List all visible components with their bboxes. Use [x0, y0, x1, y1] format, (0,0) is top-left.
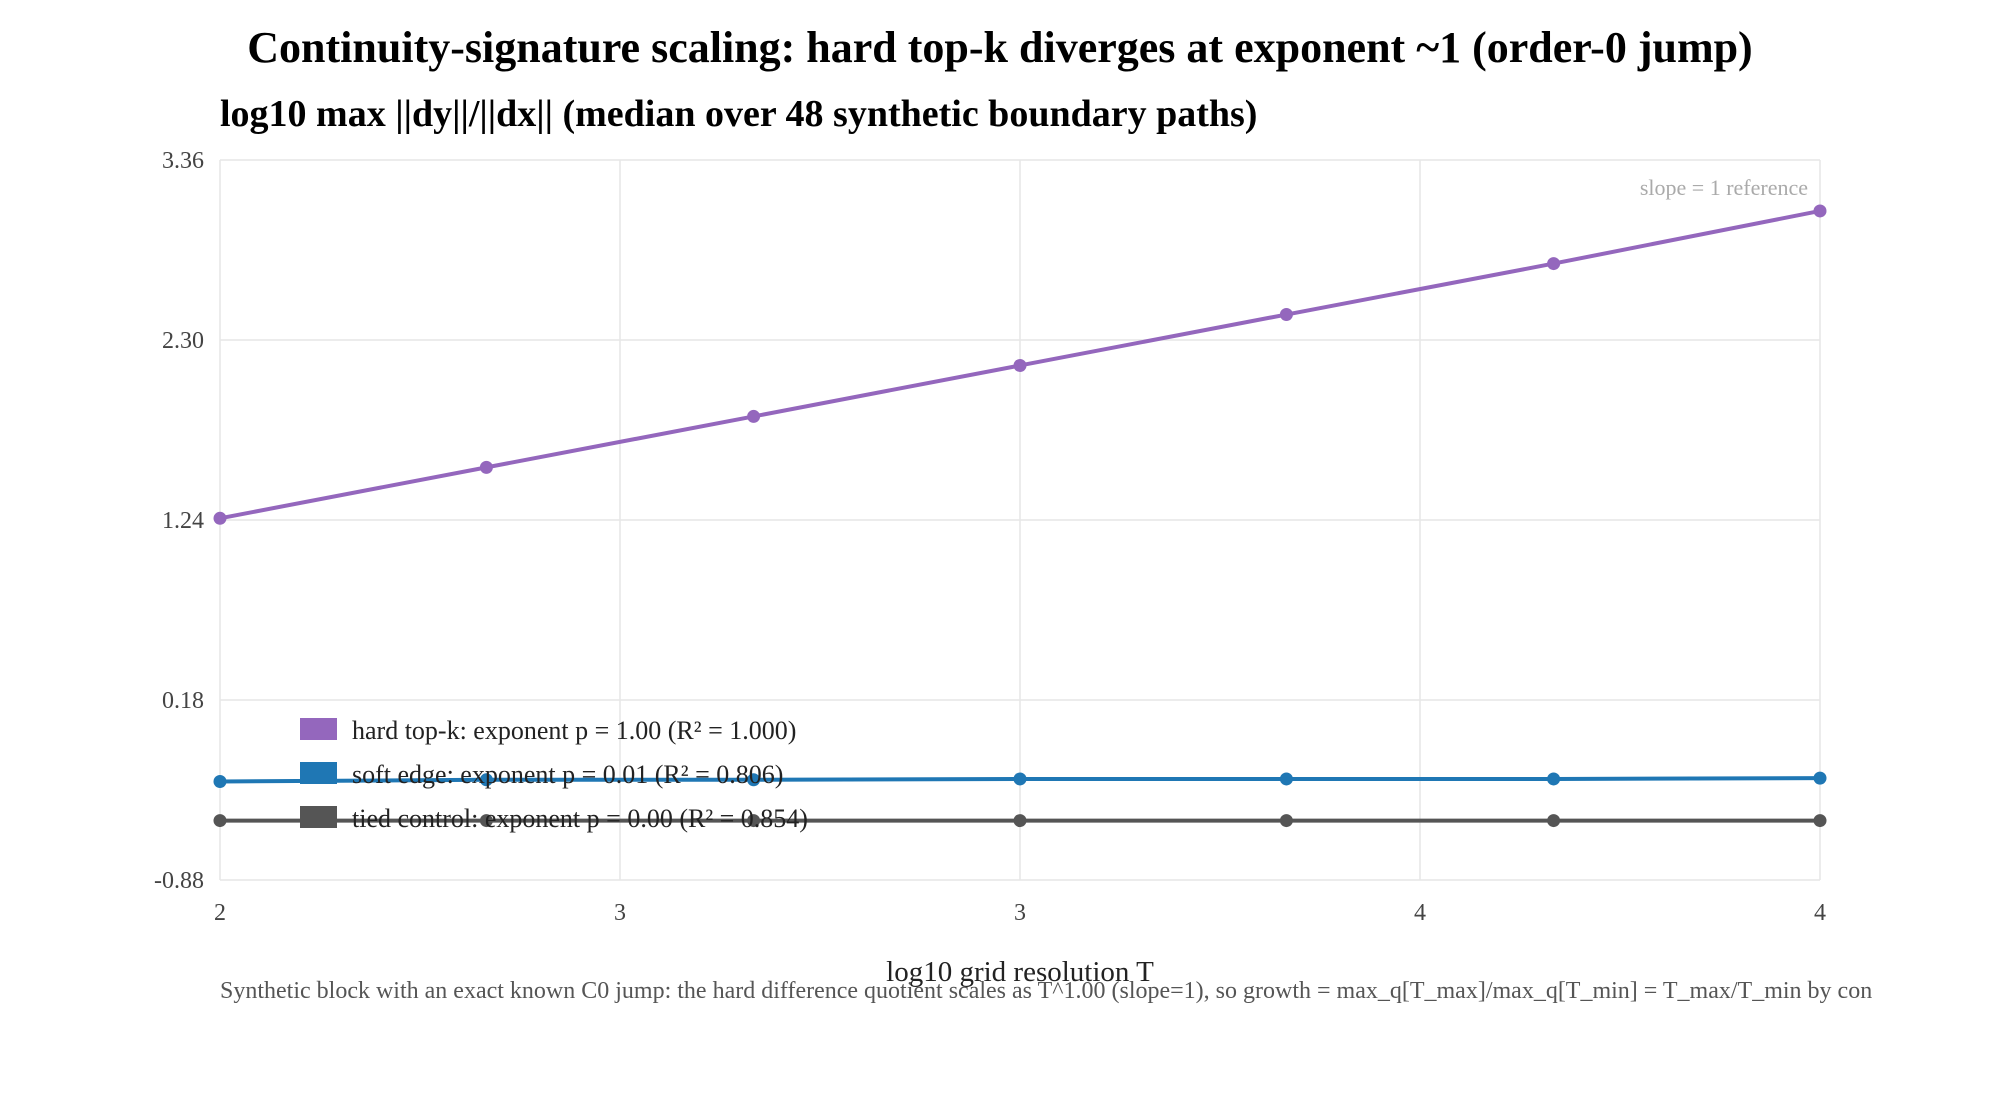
y-tick-label: 3.36 [162, 148, 204, 174]
slope-reference-annotation: slope = 1 reference [1640, 175, 1808, 200]
x-axis-title: log10 grid resolution T [886, 956, 1154, 988]
data-point [1279, 814, 1293, 828]
data-point [747, 773, 761, 787]
legend-label: hard top-k: exponent p = 1.00 (R² = 1.00… [352, 716, 796, 745]
y-tick-label: 1.24 [162, 508, 204, 534]
y-tick-label: -0.88 [154, 868, 204, 894]
figure-caption: Synthetic block with an exact known C0 j… [220, 978, 1873, 1004]
grid-lines [219, 159, 1821, 881]
data-point [1547, 772, 1561, 786]
x-tick-label: 4 [1814, 900, 1826, 926]
chart-title: Continuity-signature scaling: hard top-k… [247, 23, 1753, 72]
data-point [1813, 204, 1827, 218]
data-point [1013, 358, 1027, 372]
series-group [213, 204, 1827, 525]
data-point [213, 511, 227, 525]
legend-swatch [300, 762, 337, 784]
x-tick-label: 4 [1414, 900, 1426, 926]
data-point [1013, 814, 1027, 828]
data-point [1813, 814, 1827, 828]
x-axis-ticks: 2 3 3 4 4 [214, 900, 1826, 926]
series-group [213, 814, 1827, 828]
x-tick-label: 3 [1014, 900, 1026, 926]
y-axis-title: log10 max ||dy||/||dx|| (median over 48 … [220, 93, 1258, 135]
legend-swatch [300, 806, 337, 828]
data-point [479, 773, 493, 787]
legend-label: soft edge: exponent p = 0.01 (R² = 0.806… [352, 760, 783, 789]
data-point [1547, 257, 1561, 271]
series-layer [213, 204, 1827, 828]
data-point [213, 775, 227, 789]
x-tick-label: 2 [214, 900, 226, 926]
data-point [1279, 772, 1293, 786]
data-point [1013, 772, 1027, 786]
data-point [1279, 308, 1293, 322]
y-tick-label: 2.30 [162, 328, 204, 354]
legend-swatch [300, 718, 337, 740]
y-axis-ticks: -0.88 0.18 1.24 2.30 3.36 [154, 148, 204, 894]
y-tick-label: 0.18 [162, 688, 204, 714]
x-tick-label: 3 [614, 900, 626, 926]
data-point [1813, 771, 1827, 785]
data-point [1547, 814, 1561, 828]
series-group [213, 771, 1827, 789]
data-point [479, 460, 493, 474]
data-point [747, 814, 761, 828]
data-point [479, 814, 493, 828]
data-point [213, 814, 227, 828]
legend-label: tied control: exponent p = 0.00 (R² = 0.… [352, 804, 808, 833]
data-point [747, 409, 761, 423]
legend: hard top-k: exponent p = 1.00 (R² = 1.00… [300, 716, 808, 833]
